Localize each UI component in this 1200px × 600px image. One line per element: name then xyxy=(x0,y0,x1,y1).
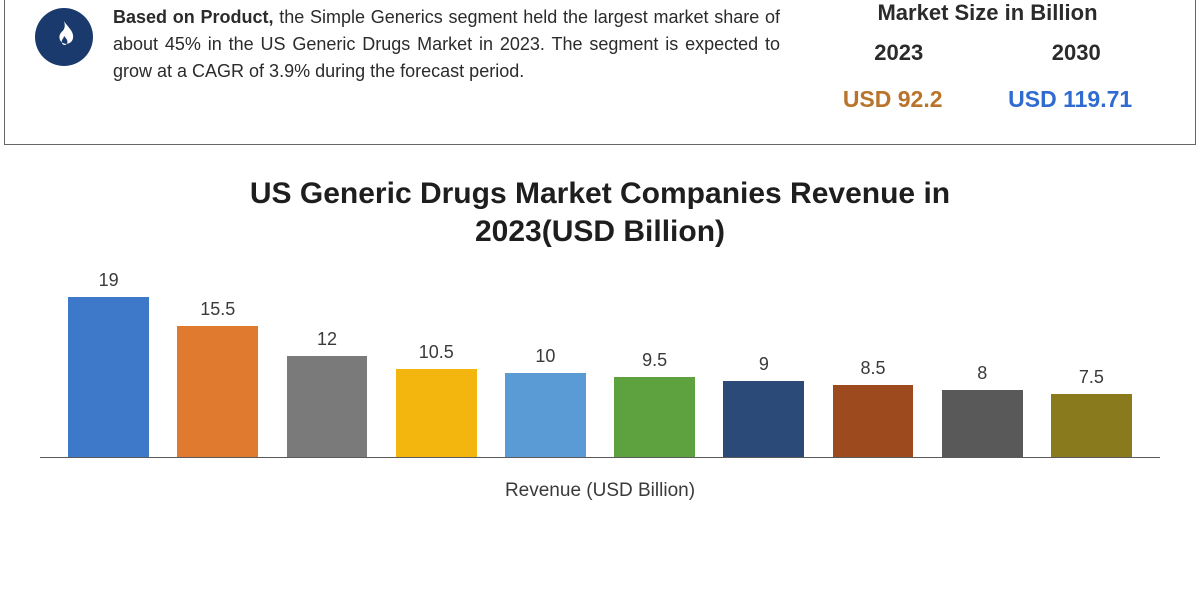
bar-group: 8.5 xyxy=(818,268,927,457)
description-lead: Based on Product, xyxy=(113,7,273,27)
chart-title: US Generic Drugs Market Companies Revenu… xyxy=(40,175,1160,250)
bar xyxy=(723,381,804,457)
bar xyxy=(68,297,149,457)
bar-group: 8 xyxy=(928,268,1037,457)
bar xyxy=(1051,394,1132,457)
bar-group: 12 xyxy=(272,268,381,457)
bar-value-label: 9.5 xyxy=(642,350,667,371)
bar-value-label: 15.5 xyxy=(200,299,235,320)
bar xyxy=(396,369,477,457)
bar-value-label: 9 xyxy=(759,354,769,375)
value-b: USD 119.71 xyxy=(1008,86,1132,113)
bar-value-label: 12 xyxy=(317,329,337,350)
bar-value-label: 19 xyxy=(99,270,119,291)
bar-value-label: 7.5 xyxy=(1079,367,1104,388)
bar-group: 9.5 xyxy=(600,268,709,457)
description-text: Based on Product, the Simple Generics se… xyxy=(113,0,810,124)
chart-title-line1: US Generic Drugs Market Companies Revenu… xyxy=(250,177,950,210)
year-a: 2023 xyxy=(874,40,923,66)
bar-group: 9 xyxy=(709,268,818,457)
bar-group: 7.5 xyxy=(1037,268,1146,457)
year-b: 2030 xyxy=(1052,40,1101,66)
market-size-header: Market Size in Billion xyxy=(810,0,1165,26)
flame-icon xyxy=(35,8,93,66)
bar xyxy=(833,385,914,457)
bar-value-label: 8 xyxy=(977,363,987,384)
bar-group: 10.5 xyxy=(382,268,491,457)
chart-axis-label: Revenue (USD Billion) xyxy=(40,480,1160,502)
bar-group: 19 xyxy=(54,268,163,457)
market-size-values: USD 92.2 USD 119.71 xyxy=(810,86,1165,113)
icon-column xyxy=(35,0,113,124)
market-size-panel: Market Size in Billion 2023 2030 USD 92.… xyxy=(810,0,1165,124)
market-size-years: 2023 2030 xyxy=(810,40,1165,66)
bar xyxy=(614,377,695,457)
bar xyxy=(287,356,368,457)
bar-value-label: 8.5 xyxy=(861,358,886,379)
bar xyxy=(177,326,258,457)
chart-plot-area: 19 15.5 12 10.5 10 9.5 9 8.5 8 7.5 xyxy=(40,268,1160,458)
bar-value-label: 10.5 xyxy=(419,342,454,363)
top-panel: Based on Product, the Simple Generics se… xyxy=(4,0,1196,145)
bar xyxy=(505,373,586,457)
value-a: USD 92.2 xyxy=(843,86,943,113)
chart-section: US Generic Drugs Market Companies Revenu… xyxy=(0,145,1200,512)
bar-group: 15.5 xyxy=(163,268,272,457)
bar xyxy=(942,390,1023,457)
chart-title-line2: 2023(USD Billion) xyxy=(475,215,725,248)
bar-group: 10 xyxy=(491,268,600,457)
bar-value-label: 10 xyxy=(535,346,555,367)
